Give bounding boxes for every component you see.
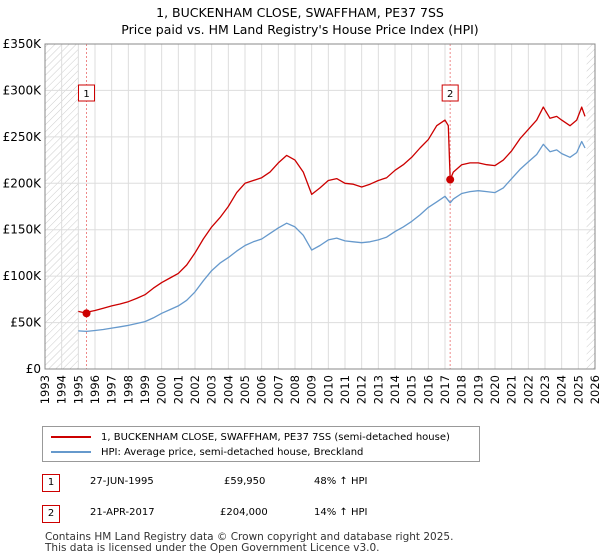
sale-hpi-2: 14% ↑ HPI xyxy=(314,507,368,518)
plot-frame xyxy=(44,43,596,370)
sale-marker-2: 2 xyxy=(42,505,60,523)
x-tick-label-32: 2025 xyxy=(571,375,585,404)
x-tick-label-6: 1999 xyxy=(138,375,152,404)
x-tick-label-33: 2026 xyxy=(588,375,600,404)
sale-marker-box-2 xyxy=(441,84,459,102)
x-tick-label-31: 2024 xyxy=(555,375,569,404)
y-tick-label-5: £250K xyxy=(3,130,43,144)
x-tick-label-5: 1998 xyxy=(121,375,135,404)
sale-point-2 xyxy=(446,175,455,184)
sale-marker-label-1: 1 xyxy=(83,89,89,100)
x-tick-label-10: 2003 xyxy=(205,375,219,404)
y-tick-label-4: £200K xyxy=(3,176,43,190)
x-tick-label-29: 2022 xyxy=(521,375,535,404)
x-tick-label-15: 2008 xyxy=(288,375,302,404)
x-tick-label-26: 2019 xyxy=(471,375,485,404)
x-tick-label-9: 2002 xyxy=(188,375,202,404)
sale-date-2: 21-APR-2017 xyxy=(90,507,155,518)
x-tick-label-20: 2013 xyxy=(371,375,385,404)
x-tick-label-8: 2001 xyxy=(171,375,185,404)
x-tick-label-19: 2012 xyxy=(355,375,369,404)
sale-point-1 xyxy=(82,309,91,318)
x-tick-label-21: 2014 xyxy=(388,375,402,404)
chart-legend: 1, BUCKENHAM CLOSE, SWAFFHAM, PE37 7SS (… xyxy=(42,426,480,462)
x-tick-label-7: 2000 xyxy=(155,375,169,404)
x-tick-label-1: 1994 xyxy=(55,375,69,404)
legend-swatch-property xyxy=(51,436,91,438)
hatched-region-1 xyxy=(586,44,595,369)
y-tick-label-6: £300K xyxy=(3,83,43,97)
x-tick-label-11: 2004 xyxy=(221,375,235,404)
chart-subtitle: Price paid vs. HM Land Registry's House … xyxy=(121,22,479,37)
x-tick-label-23: 2016 xyxy=(421,375,435,404)
y-tick-label-0: £0 xyxy=(26,362,41,376)
x-tick-label-13: 2006 xyxy=(255,375,269,404)
sale-hpi-1: 48% ↑ HPI xyxy=(314,476,368,487)
x-tick-label-14: 2007 xyxy=(271,375,285,404)
x-tick-label-25: 2018 xyxy=(455,375,469,404)
legend-item-hpi: HPI: Average price, semi-detached house,… xyxy=(51,445,363,459)
x-tick-label-17: 2010 xyxy=(321,375,335,404)
footer-copyright: Contains HM Land Registry data © Crown c… xyxy=(45,531,454,543)
x-tick-label-3: 1996 xyxy=(88,375,102,404)
y-tick-label-2: £100K xyxy=(3,269,43,283)
y-tick-label-3: £150K xyxy=(3,223,43,237)
legend-label-property: 1, BUCKENHAM CLOSE, SWAFFHAM, PE37 7SS (… xyxy=(101,431,450,443)
series-line-hpi xyxy=(78,140,586,333)
x-tick-label-30: 2023 xyxy=(538,375,552,404)
sale-price-2: £204,000 xyxy=(220,507,268,518)
footer: Contains HM Land Registry data © Crown c… xyxy=(45,532,453,554)
sale-marker-box-1 xyxy=(78,84,95,102)
y-tick-label-7: £350K xyxy=(3,37,43,51)
x-tick-label-2: 1995 xyxy=(71,375,85,404)
x-tick-label-4: 1997 xyxy=(105,375,119,404)
x-tick-label-0: 1993 xyxy=(38,375,52,404)
sale-price-1: £59,950 xyxy=(224,476,266,487)
legend-swatch-hpi xyxy=(51,451,91,453)
x-tick-label-22: 2015 xyxy=(405,375,419,404)
legend-item-property: 1, BUCKENHAM CLOSE, SWAFFHAM, PE37 7SS (… xyxy=(51,430,450,444)
chart-title: 1, BUCKENHAM CLOSE, SWAFFHAM, PE37 7SS xyxy=(156,5,444,20)
x-tick-label-18: 2011 xyxy=(338,375,352,404)
legend-label-hpi: HPI: Average price, semi-detached house,… xyxy=(101,446,364,458)
x-tick-label-16: 2009 xyxy=(305,375,319,404)
x-tick-label-28: 2021 xyxy=(505,375,519,404)
footer-license: This data is licensed under the Open Gov… xyxy=(45,542,380,554)
sale-date-1: 27-JUN-1995 xyxy=(90,476,154,487)
x-tick-label-24: 2017 xyxy=(438,375,452,404)
x-tick-label-12: 2005 xyxy=(238,375,252,404)
sale-marker-1: 1 xyxy=(42,474,60,492)
sale-marker-label-2: 2 xyxy=(447,89,453,100)
x-tick-label-27: 2020 xyxy=(488,375,502,404)
series-line-property xyxy=(78,106,586,314)
y-tick-label-1: £50K xyxy=(10,316,42,330)
